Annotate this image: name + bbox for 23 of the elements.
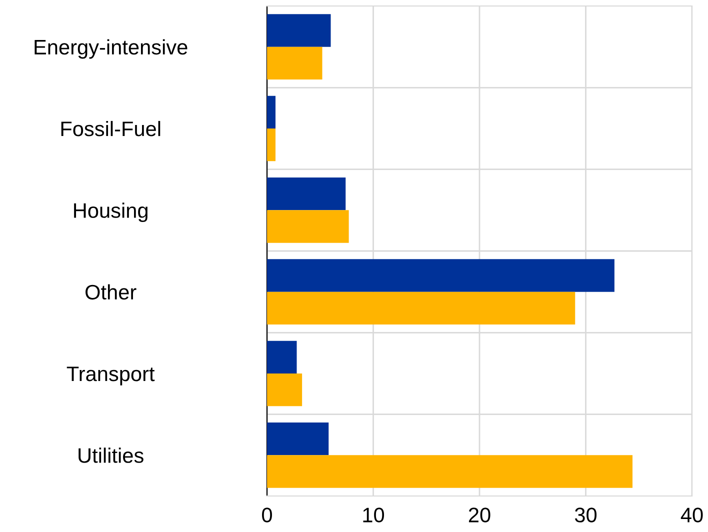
x-tick-label: 30	[574, 508, 597, 522]
bar	[267, 178, 346, 210]
bar	[267, 374, 302, 406]
y-tick-label: Housing	[74, 202, 148, 222]
bar	[267, 340, 297, 374]
y-tick-label: Utilities	[78, 448, 144, 463]
y-tick-label: Energy-intensive	[34, 39, 188, 59]
bar	[267, 259, 614, 292]
bar	[267, 46, 322, 80]
x-tick-label: 40	[680, 508, 703, 522]
bar	[267, 455, 632, 488]
bar	[267, 96, 276, 128]
x-tick-label: 10	[363, 508, 384, 522]
bar	[267, 292, 576, 324]
y-tick-label: Other	[86, 284, 136, 300]
y-tick-label: Fossil-Fuel	[61, 120, 160, 136]
x-tick-label: 20	[468, 508, 490, 522]
y-tick-label: Transport	[66, 366, 155, 386]
bar	[267, 128, 276, 162]
bar	[267, 422, 329, 456]
bar	[267, 210, 349, 243]
bar	[267, 14, 331, 47]
x-tick-label: 0	[262, 508, 272, 522]
